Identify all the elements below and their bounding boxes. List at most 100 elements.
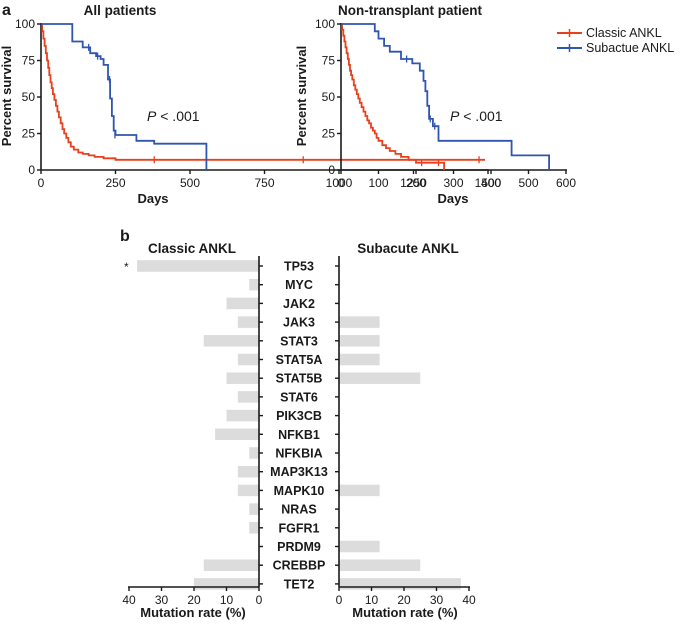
chart-title-non-transplant: Non-transplant patient bbox=[338, 3, 483, 18]
km-plot-non-transplant: Non-transplant patient Percent survival … bbox=[294, 3, 576, 206]
gene-label-nfkb1: NFKB1 bbox=[278, 428, 320, 442]
x-tick-label: 500 bbox=[180, 176, 200, 190]
bar-classic-stat5b bbox=[226, 372, 259, 384]
gene-label-nfkbia: NFKBIA bbox=[275, 447, 322, 461]
y-tick-label: 100 bbox=[15, 17, 35, 31]
bar-classic-pik3cb bbox=[226, 409, 259, 422]
x-tick-label-subacute: 0 bbox=[336, 593, 343, 607]
x-tick-label: 400 bbox=[481, 176, 501, 190]
legend: Classic ANKL Subactue ANKL bbox=[557, 26, 674, 55]
survival-curve-classic-ankl bbox=[341, 23, 445, 170]
y-tick-label: 50 bbox=[322, 90, 336, 104]
chart-title-all-patients: All patients bbox=[84, 3, 157, 18]
x-tick-label-subacute: 40 bbox=[462, 593, 476, 607]
survival-curve-subactue-ankl bbox=[41, 23, 208, 170]
bar-subacute-stat3 bbox=[339, 335, 380, 347]
bar-subacute-stat5b bbox=[339, 372, 421, 384]
y-tick-label: 0 bbox=[328, 163, 335, 177]
gene-label-prdm9: PRDM9 bbox=[277, 540, 321, 554]
gene-label-tp53: TP53 bbox=[284, 260, 314, 274]
x-axis-title-classic: Mutation rate (%) bbox=[140, 605, 245, 620]
x-tick-label-subacute: 30 bbox=[430, 593, 444, 607]
x-tick-label: 500 bbox=[518, 176, 538, 190]
x-axis-title-subacute: Mutation rate (%) bbox=[352, 605, 457, 620]
x-tick-label: 0 bbox=[338, 176, 345, 190]
bar-subacute-prdm9 bbox=[339, 540, 380, 553]
gene-label-tet2: TET2 bbox=[284, 577, 315, 591]
gene-label-stat5a: STAT5A bbox=[276, 353, 323, 367]
bar-subacute-mapk10 bbox=[339, 484, 380, 497]
survival-curve-subactue-ankl bbox=[341, 23, 550, 170]
gene-label-crebbp: CREBBP bbox=[273, 559, 326, 573]
y-axis-title-all: Percent survival bbox=[0, 46, 14, 146]
bar-classic-map3k13 bbox=[237, 465, 259, 478]
legend-label-subacute: Subactue ANKL bbox=[586, 41, 674, 55]
p-value-text: < .001 bbox=[160, 108, 200, 124]
gene-label-jak3: JAK3 bbox=[283, 316, 315, 330]
gene-label-pik3cb: PIK3CB bbox=[276, 409, 322, 423]
x-axis-title-all: Days bbox=[137, 191, 168, 206]
x-tick-label: 1000 bbox=[326, 176, 353, 190]
bar-classic-stat3 bbox=[203, 335, 259, 347]
gene-label-stat5b: STAT5B bbox=[276, 372, 323, 386]
gene-label-myc: MYC bbox=[285, 278, 313, 292]
bar-classic-tet2 bbox=[194, 578, 259, 590]
gene-label-stat3: STAT3 bbox=[280, 334, 318, 348]
bar-subacute-jak3 bbox=[339, 316, 380, 328]
bar-classic-tp53 bbox=[137, 260, 259, 272]
x-tick-label-classic: 10 bbox=[220, 593, 234, 607]
x-tick-label-subacute: 20 bbox=[397, 593, 411, 607]
bar-classic-fgfr1 bbox=[249, 522, 259, 534]
x-tick-label: 200 bbox=[406, 176, 426, 190]
mutation-bar-chart: Classic ANKL Subacute ANKL Mutation rate… bbox=[122, 241, 476, 620]
x-tick-label: 1500 bbox=[475, 176, 502, 190]
bar-subacute-crebbp bbox=[339, 559, 421, 571]
bar-title-subacute: Subacute ANKL bbox=[357, 241, 459, 256]
y-axis-title-non-transplant: Percent survival bbox=[294, 46, 309, 146]
x-tick-label-classic: 0 bbox=[256, 593, 263, 607]
bar-title-classic: Classic ANKL bbox=[148, 241, 236, 256]
p-value-annotation-all: P < .001 bbox=[147, 108, 200, 124]
bar-classic-nfkb1 bbox=[215, 428, 259, 441]
y-tick-label: 50 bbox=[22, 90, 36, 104]
x-tick-label-classic: 40 bbox=[122, 593, 136, 607]
bar-classic-nfkbia bbox=[249, 447, 259, 459]
gene-label-nras: NRAS bbox=[281, 503, 316, 517]
legend-label-classic: Classic ANKL bbox=[586, 26, 662, 40]
x-tick-label-classic: 30 bbox=[155, 593, 169, 607]
bar-subacute-tet2 bbox=[339, 578, 461, 590]
y-tick-label: 75 bbox=[22, 54, 36, 68]
bar-classic-jak3 bbox=[237, 316, 259, 328]
x-tick-label: 250 bbox=[105, 176, 125, 190]
p-value-text: < .001 bbox=[463, 108, 503, 124]
x-tick-label: 0 bbox=[38, 176, 45, 190]
x-tick-label: 100 bbox=[368, 176, 388, 190]
x-tick-label: 750 bbox=[254, 176, 274, 190]
gene-label-jak2: JAK2 bbox=[283, 297, 315, 311]
y-tick-label: 100 bbox=[315, 17, 335, 31]
x-tick-label-subacute: 10 bbox=[365, 593, 379, 607]
bar-subacute-stat5a bbox=[339, 353, 380, 366]
x-tick-label-classic: 20 bbox=[187, 593, 201, 607]
panel-label-a: a bbox=[2, 2, 11, 19]
p-value-symbol: P bbox=[147, 108, 157, 124]
km-plot-all-patients: All patients Percent survival Days P < .… bbox=[0, 3, 502, 206]
gene-label-fgfr1: FGFR1 bbox=[279, 521, 320, 535]
x-tick-label: 1250 bbox=[400, 176, 427, 190]
bar-classic-crebbp bbox=[203, 559, 259, 571]
p-value-annotation-non-transplant: P < .001 bbox=[450, 108, 503, 124]
gene-label-mapk10: MAPK10 bbox=[274, 484, 325, 498]
panel-label-b: b bbox=[120, 228, 130, 245]
bar-classic-nras bbox=[249, 503, 259, 515]
legend-item-subacute: Subactue ANKL bbox=[557, 41, 674, 55]
bar-classic-jak2 bbox=[226, 297, 259, 310]
bar-classic-myc bbox=[249, 278, 259, 291]
x-tick-label: 600 bbox=[556, 176, 576, 190]
y-tick-label: 25 bbox=[322, 127, 336, 141]
y-tick-label: 0 bbox=[28, 163, 35, 177]
gene-label-map3k13: MAP3K13 bbox=[270, 465, 328, 479]
x-tick-label: 300 bbox=[443, 176, 463, 190]
bar-classic-mapk10 bbox=[237, 484, 259, 497]
bar-classic-stat5a bbox=[237, 353, 259, 366]
